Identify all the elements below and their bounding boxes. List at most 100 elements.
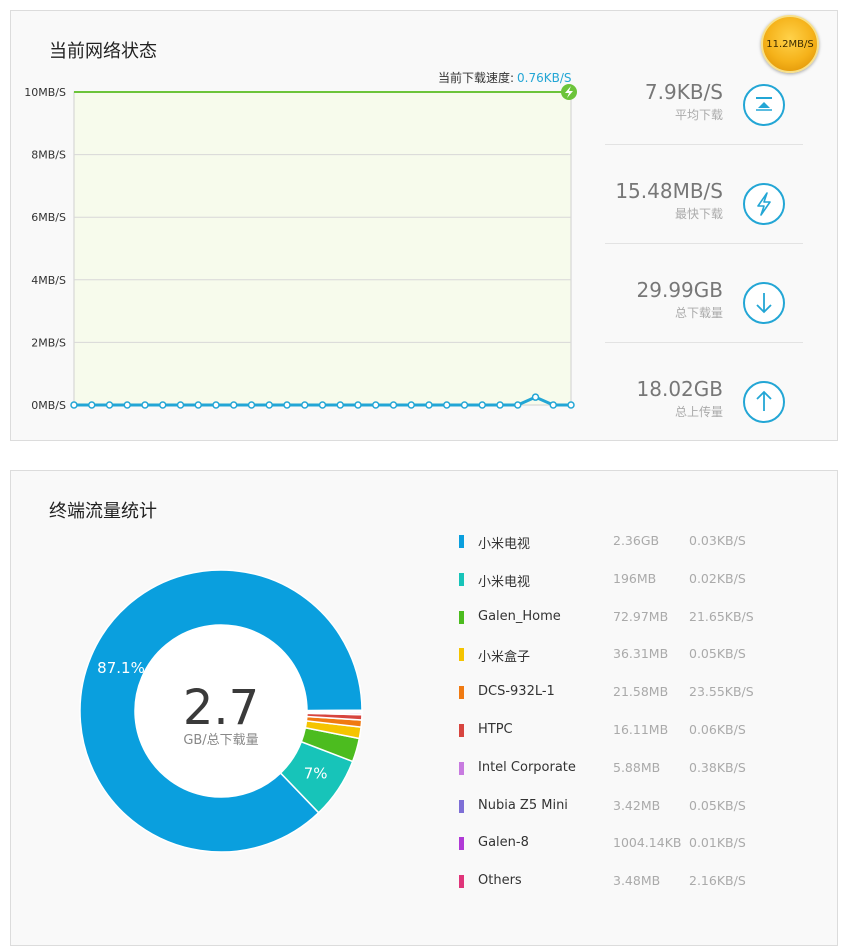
stat-total-upload: 18.02GB 总上传量 bbox=[605, 365, 803, 463]
legend-swatch bbox=[459, 648, 464, 662]
terminal-traffic-title: 终端流量统计 bbox=[49, 501, 157, 522]
y-tick-label: 4MB/S bbox=[31, 274, 66, 287]
slice-percent-label: 7% bbox=[304, 765, 328, 783]
speed-point[interactable] bbox=[70, 401, 78, 409]
device-name: Others bbox=[478, 873, 522, 889]
stat-value: 18.02GB bbox=[636, 377, 723, 401]
speed-point[interactable] bbox=[478, 401, 486, 409]
stat-label: 最快下载 bbox=[674, 207, 723, 221]
speed-point[interactable] bbox=[230, 401, 238, 409]
device-name: Galen-8 bbox=[478, 835, 529, 851]
stat-label: 总上传量 bbox=[674, 405, 723, 419]
average-icon bbox=[743, 84, 785, 126]
speed-point[interactable] bbox=[141, 401, 149, 409]
current-speed-value: 0.76KB/S bbox=[517, 71, 571, 85]
device-speed: 0.06KB/S bbox=[689, 722, 746, 737]
legend-swatch bbox=[459, 799, 464, 813]
device-traffic: 3.48MB bbox=[613, 873, 661, 889]
slice-percent-label: 87.1% bbox=[97, 659, 145, 677]
y-tick-label: 6MB/S bbox=[31, 211, 66, 224]
stat-value: 15.48MB/S bbox=[615, 179, 723, 203]
speed-point[interactable] bbox=[531, 393, 540, 401]
network-status-title: 当前网络状态 bbox=[49, 41, 157, 62]
device-traffic: 5.88MB bbox=[613, 759, 661, 775]
device-speed: 0.03KB/S bbox=[689, 533, 746, 548]
max-speed-badge: 11.2MB/S bbox=[761, 15, 819, 73]
speed-point[interactable] bbox=[567, 401, 575, 409]
speed-point[interactable] bbox=[105, 401, 114, 409]
current-speed-label: 当前下载速度: bbox=[438, 70, 514, 85]
speed-point[interactable] bbox=[176, 401, 185, 409]
device-speed: 2.16KB/S bbox=[689, 873, 746, 889]
device-traffic: 2.36GB bbox=[613, 533, 660, 548]
stat-label: 平均下载 bbox=[674, 108, 723, 122]
speed-point[interactable] bbox=[549, 401, 557, 409]
stat-label: 总下载量 bbox=[674, 306, 723, 320]
chart-plot-area bbox=[73, 91, 572, 406]
donut-slice[interactable] bbox=[306, 709, 363, 713]
speed-point[interactable] bbox=[372, 401, 380, 409]
speed-point[interactable] bbox=[88, 401, 96, 409]
device-traffic: 196MB bbox=[613, 570, 657, 586]
y-tick-label: 2MB/S bbox=[31, 336, 66, 349]
device-name: Galen_Home bbox=[478, 608, 561, 624]
device-traffic: 16.11MB bbox=[613, 722, 669, 737]
device-speed: 0.05KB/S bbox=[689, 797, 746, 813]
speed-point[interactable] bbox=[283, 401, 291, 409]
stat-value: 29.99GB bbox=[636, 278, 723, 302]
speed-point[interactable] bbox=[212, 401, 220, 409]
device-traffic: 21.58MB bbox=[613, 684, 669, 700]
device-traffic: 3.42MB bbox=[613, 797, 661, 813]
stat-average-download: 7.9KB/S 平均下载 bbox=[605, 68, 803, 166]
traffic-donut-chart: 2.7 GB/总下载量 87.1% 7% bbox=[79, 569, 363, 853]
device-speed: 0.02KB/S bbox=[689, 570, 746, 586]
donut-hole bbox=[135, 625, 307, 797]
speed-point[interactable] bbox=[336, 401, 344, 409]
device-traffic: 36.31MB bbox=[613, 646, 669, 662]
speed-point[interactable] bbox=[496, 401, 504, 409]
legend-swatch bbox=[459, 610, 464, 624]
speed-point[interactable] bbox=[318, 401, 327, 409]
device-name: 小米电视 bbox=[478, 574, 531, 590]
speed-point[interactable] bbox=[159, 401, 167, 409]
lightning-icon bbox=[743, 183, 785, 225]
device-name: Nubia Z5 Mini bbox=[478, 797, 568, 813]
device-traffic: 72.97MB bbox=[613, 608, 669, 624]
speed-point[interactable] bbox=[194, 401, 202, 409]
device-speed: 23.55KB/S bbox=[689, 684, 754, 700]
device-name: 小米电视 bbox=[478, 537, 531, 552]
device-speed: 0.01KB/S bbox=[689, 835, 746, 851]
speed-point[interactable] bbox=[301, 401, 309, 409]
legend-swatch bbox=[459, 572, 464, 586]
speed-point[interactable] bbox=[354, 401, 362, 409]
legend-swatch bbox=[459, 761, 464, 775]
y-tick-label: 10MB/S bbox=[24, 86, 66, 99]
legend-swatch bbox=[459, 535, 464, 548]
stat-divider bbox=[605, 342, 803, 343]
speed-point[interactable] bbox=[247, 401, 256, 409]
speed-point[interactable] bbox=[265, 401, 273, 409]
y-tick-label: 0MB/S bbox=[31, 399, 66, 412]
device-name: HTPC bbox=[478, 722, 513, 737]
legend-swatch bbox=[459, 837, 464, 851]
legend-swatch bbox=[459, 875, 464, 889]
speed-point[interactable] bbox=[407, 401, 415, 409]
legend-swatch bbox=[459, 724, 464, 737]
speed-point[interactable] bbox=[443, 401, 451, 409]
y-tick-label: 8MB/S bbox=[31, 149, 66, 162]
speed-point[interactable] bbox=[123, 401, 131, 409]
stat-divider bbox=[605, 243, 803, 244]
device-traffic: 1004.14KB bbox=[613, 835, 682, 851]
upload-arrow-icon bbox=[743, 381, 785, 423]
legend-swatch bbox=[459, 686, 464, 700]
download-arrow-icon bbox=[743, 282, 785, 324]
speed-point[interactable] bbox=[425, 401, 433, 409]
speed-point[interactable] bbox=[389, 401, 398, 409]
speed-point[interactable] bbox=[460, 401, 469, 409]
device-name: Intel Corporate bbox=[478, 759, 576, 775]
lightning-marker-icon bbox=[561, 84, 577, 100]
speed-point[interactable] bbox=[514, 401, 522, 409]
donut-center-value: 2.7 bbox=[183, 680, 259, 736]
stat-divider bbox=[605, 144, 803, 145]
